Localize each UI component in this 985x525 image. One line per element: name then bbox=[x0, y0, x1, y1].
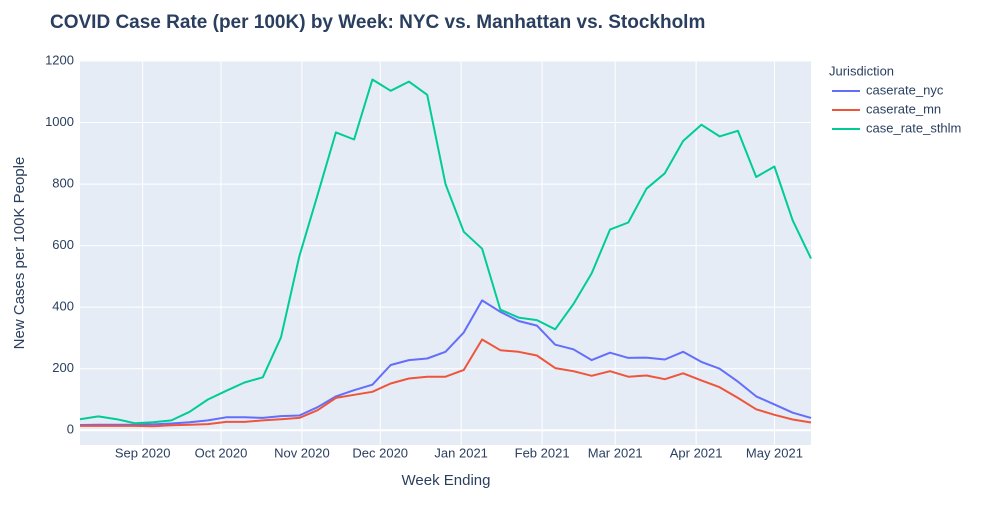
series-line bbox=[79, 78, 812, 425]
y-tick-label: 800 bbox=[52, 176, 74, 191]
legend-label: caserate_mn bbox=[866, 101, 941, 116]
x-axis-title: Week Ending bbox=[402, 472, 491, 489]
series-line bbox=[79, 299, 812, 426]
legend-title: Jurisdiction bbox=[829, 63, 894, 78]
legend-label: caserate_nyc bbox=[866, 82, 944, 97]
chart-title: COVID Case Rate (per 100K) by Week: NYC … bbox=[50, 12, 705, 33]
y-tick-label: 400 bbox=[52, 299, 74, 314]
legend-label: case_rate_sthlm bbox=[866, 120, 961, 135]
x-tick-label: Jan 2021 bbox=[434, 445, 488, 460]
x-tick-label: Apr 2021 bbox=[670, 445, 723, 460]
y-tick-label: 0 bbox=[67, 422, 74, 437]
x-tick-label: Oct 2020 bbox=[195, 445, 248, 460]
x-tick-label: May 2021 bbox=[746, 445, 803, 460]
series-line bbox=[80, 338, 812, 428]
x-tick-label: Feb 2021 bbox=[515, 445, 570, 460]
x-tick-label: Mar 2021 bbox=[588, 445, 643, 460]
x-tick-label: Dec 2020 bbox=[352, 445, 408, 460]
y-tick-label: 600 bbox=[52, 237, 74, 252]
y-tick-label: 1200 bbox=[45, 52, 74, 67]
y-tick-label: 1000 bbox=[45, 114, 74, 129]
y-axis-title: New Cases per 100K People bbox=[11, 157, 28, 350]
plot-area bbox=[80, 61, 811, 445]
y-tick-label: 200 bbox=[52, 360, 74, 375]
x-tick-label: Sep 2020 bbox=[115, 445, 171, 460]
x-tick-label: Nov 2020 bbox=[274, 445, 330, 460]
